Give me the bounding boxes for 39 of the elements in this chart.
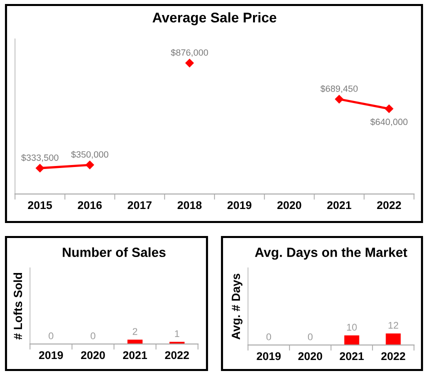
point	[335, 95, 344, 104]
x-tick-label: 2020	[298, 352, 322, 360]
point	[384, 104, 394, 113]
chart-title: Average Sale Price	[152, 12, 276, 26]
y-axis-title: Avg. # Days	[232, 274, 242, 340]
data-label: 0	[266, 333, 272, 340]
data-label: $689,450	[320, 85, 358, 93]
x-tick-label: 2020	[277, 201, 302, 210]
x-tick-label: 2018	[178, 201, 202, 210]
x-tick-label: 2015	[28, 201, 52, 210]
x-tick-label: 2019	[39, 351, 63, 360]
chart-title: Avg. Days on the Market	[254, 247, 408, 260]
point	[36, 164, 44, 172]
x-tick-label: 2022	[377, 201, 401, 210]
data-label: 1	[175, 330, 180, 338]
data-label: 0	[48, 332, 54, 340]
data-label: $350,000	[71, 150, 108, 159]
data-label: 0	[90, 332, 96, 340]
x-tick-label: 2019	[227, 201, 252, 210]
x-tick-label: 2020	[81, 351, 105, 360]
x-tick-label: 2021	[340, 352, 364, 360]
x-tick-label: 2021	[123, 351, 148, 360]
x-tick-label: 2021	[327, 201, 352, 210]
point	[185, 58, 194, 68]
x-tick-label: 2016	[78, 201, 102, 210]
data-label: 2	[132, 328, 138, 335]
x-tick-label: 2022	[165, 351, 189, 360]
y-axis-title: # Lofts Sold	[13, 273, 22, 340]
data-label: 10	[347, 324, 357, 331]
data-label: $640,000	[370, 118, 408, 126]
data-label: 12	[388, 322, 398, 329]
data-label: 0	[308, 333, 313, 340]
point	[86, 160, 94, 170]
x-tick-label: 2022	[381, 352, 406, 360]
x-tick-label: 2019	[256, 352, 281, 360]
data-label: $333,500	[21, 154, 58, 162]
chart-title: Number of Sales	[62, 247, 166, 258]
x-tick-label: 2017	[128, 201, 152, 210]
data-label: $876,000	[170, 48, 208, 57]
